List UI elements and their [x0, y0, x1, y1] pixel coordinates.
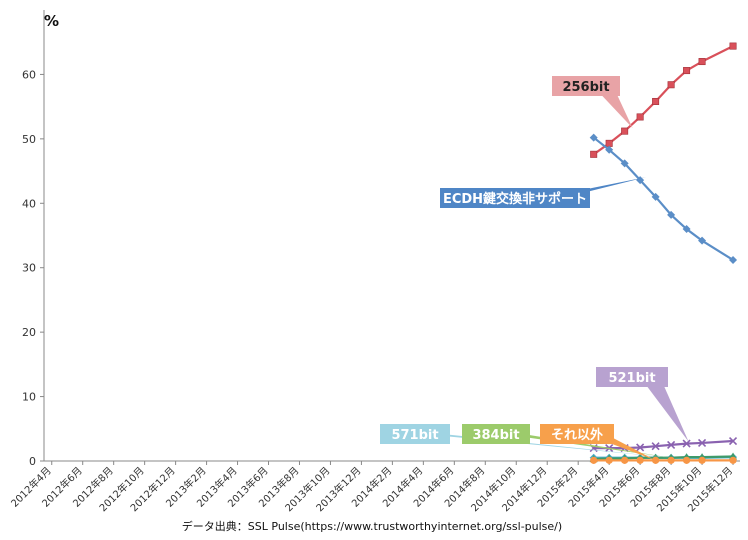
data-point — [682, 439, 691, 448]
y-tick-label: 10 — [22, 391, 36, 404]
data-point — [605, 139, 613, 147]
data-point — [667, 81, 675, 89]
callout-label: 384bit — [472, 428, 519, 443]
data-point — [651, 442, 660, 451]
data-source-note: データ出典：SSL Pulse(https://www.trustworthyi… — [182, 519, 562, 533]
series-group — [589, 133, 738, 264]
callout-pointer — [585, 434, 656, 461]
y-tick-label: 30 — [22, 262, 36, 275]
callout: 384bit — [462, 424, 672, 458]
data-point — [698, 58, 706, 66]
data-point — [729, 456, 737, 464]
data-point — [636, 443, 645, 452]
callouts: 256bit ECDH鍵交換非サポート 521bit 571bit 384bit それ以外 — [380, 76, 689, 461]
data-point — [729, 42, 737, 50]
data-point — [590, 150, 598, 158]
data-point — [605, 145, 614, 154]
callout-label: 256bit — [562, 80, 609, 95]
data-point — [667, 440, 676, 449]
y-tick-label: 0 — [29, 455, 36, 468]
data-point — [728, 436, 738, 446]
data-point — [697, 438, 707, 448]
callout-pointer — [503, 434, 672, 458]
data-point — [667, 456, 675, 464]
series-group — [590, 42, 737, 158]
series-line — [592, 136, 734, 261]
data-point — [651, 192, 660, 201]
callout-box — [552, 76, 620, 96]
y-tick-label: 20 — [22, 326, 36, 339]
data-point — [667, 210, 676, 219]
callout-label: ECDH鍵交換非サポート — [443, 191, 587, 207]
data-point — [729, 255, 738, 264]
y-tick-label: 40 — [22, 197, 36, 210]
y-tick-label: 60 — [22, 68, 36, 81]
data-point — [636, 113, 644, 121]
callout: 256bit — [552, 76, 633, 129]
y-axis-label: % — [44, 12, 59, 30]
callout-pointer — [542, 177, 647, 198]
data-point — [683, 67, 691, 75]
axes: 01020304050602012年4月2012年6月2012年8月2012年1… — [8, 10, 740, 514]
callout-label: 521bit — [608, 371, 655, 386]
data-point — [621, 127, 629, 135]
data-point — [698, 456, 706, 464]
callout-box — [380, 424, 450, 444]
callout-pointer — [593, 86, 633, 129]
y-tick-label: 50 — [22, 133, 36, 146]
data-point — [590, 456, 598, 464]
callout-label: それ以外 — [551, 427, 603, 443]
data-point — [636, 456, 644, 464]
data-point — [605, 456, 613, 464]
data-point — [621, 456, 629, 464]
callout: それ以外 — [540, 424, 656, 461]
data-point — [620, 159, 629, 168]
data-point — [698, 236, 707, 245]
callout-box — [440, 188, 590, 208]
callout-box — [596, 367, 668, 387]
callout-box — [462, 424, 530, 444]
data-point — [682, 225, 691, 234]
data-point — [682, 456, 691, 464]
data-point — [652, 97, 660, 105]
callout: ECDH鍵交換非サポート — [440, 177, 647, 208]
data-point — [589, 133, 598, 142]
callout-box — [540, 424, 614, 444]
callout-pointer — [640, 377, 689, 442]
callout: 521bit — [596, 367, 689, 442]
callout-label: 571bit — [391, 428, 438, 443]
